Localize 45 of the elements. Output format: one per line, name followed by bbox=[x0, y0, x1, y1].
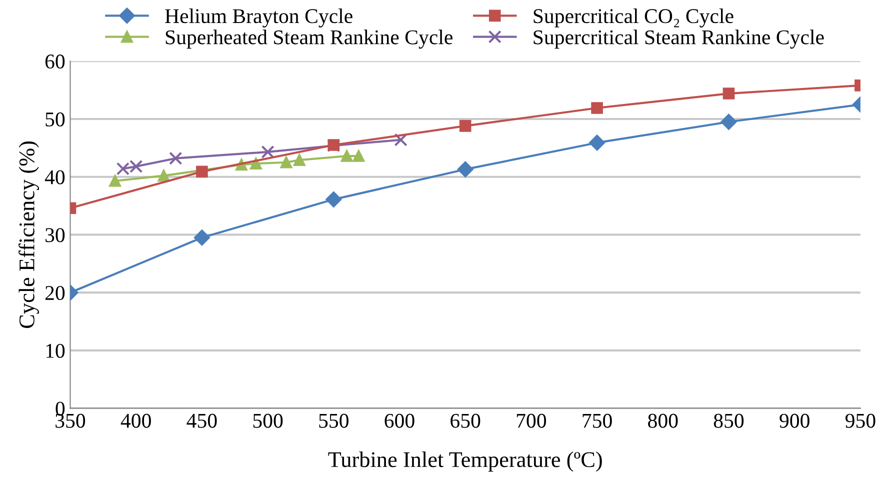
legend-label: Superheated Steam Rankine Cycle bbox=[166, 30, 452, 49]
point bbox=[194, 230, 210, 246]
point bbox=[196, 166, 208, 178]
x-tick-label: 900 bbox=[780, 414, 810, 428]
y-tick-label: 50 bbox=[46, 112, 65, 126]
point bbox=[280, 156, 292, 168]
x-tick-label: 500 bbox=[253, 414, 283, 428]
x-axis-title: Turbine Inlet Temperature (ºC) bbox=[328, 452, 602, 472]
x-tick-label: 450 bbox=[186, 414, 217, 428]
y-tick-label: 0 bbox=[56, 402, 65, 416]
point bbox=[352, 150, 365, 162]
y-tick-label: 60 bbox=[45, 54, 65, 69]
point bbox=[457, 161, 474, 178]
point bbox=[720, 114, 737, 130]
point bbox=[722, 88, 735, 100]
y-axis-title: Cycle Efficiency (%) bbox=[18, 141, 39, 328]
x-tick-label: 800 bbox=[648, 414, 678, 428]
y-tick-label: 20 bbox=[45, 286, 65, 300]
point bbox=[589, 134, 605, 151]
x-tick-label: 950 bbox=[845, 414, 876, 428]
y-tick-label: 10 bbox=[46, 344, 65, 358]
point bbox=[459, 120, 472, 132]
legend-label: Supercritical Steam Rankine Cycle bbox=[534, 30, 824, 49]
x-tick-label: 400 bbox=[120, 414, 151, 428]
legend-label: Supercritical CO₂ Cycle bbox=[534, 8, 734, 28]
x-tick-label: 600 bbox=[384, 414, 414, 428]
x-tick-label: 700 bbox=[516, 414, 546, 428]
y-tick-label: 30 bbox=[46, 228, 65, 242]
x-tick-label: 350 bbox=[56, 414, 86, 428]
point bbox=[250, 158, 262, 170]
x-tick-label: 550 bbox=[319, 414, 348, 428]
point bbox=[340, 150, 353, 162]
point bbox=[394, 133, 408, 146]
x-tick-label: 750 bbox=[582, 414, 612, 428]
y-tick-label: 40 bbox=[44, 170, 65, 184]
legend-label: Helium Brayton Cycle bbox=[165, 8, 352, 28]
point bbox=[109, 175, 121, 187]
point bbox=[158, 170, 170, 182]
point bbox=[293, 154, 306, 166]
point bbox=[261, 145, 274, 159]
point bbox=[169, 152, 182, 165]
x-tick-label: 650 bbox=[450, 414, 480, 428]
x-tick-label: 850 bbox=[714, 414, 744, 428]
point bbox=[326, 192, 342, 208]
point bbox=[591, 102, 603, 114]
